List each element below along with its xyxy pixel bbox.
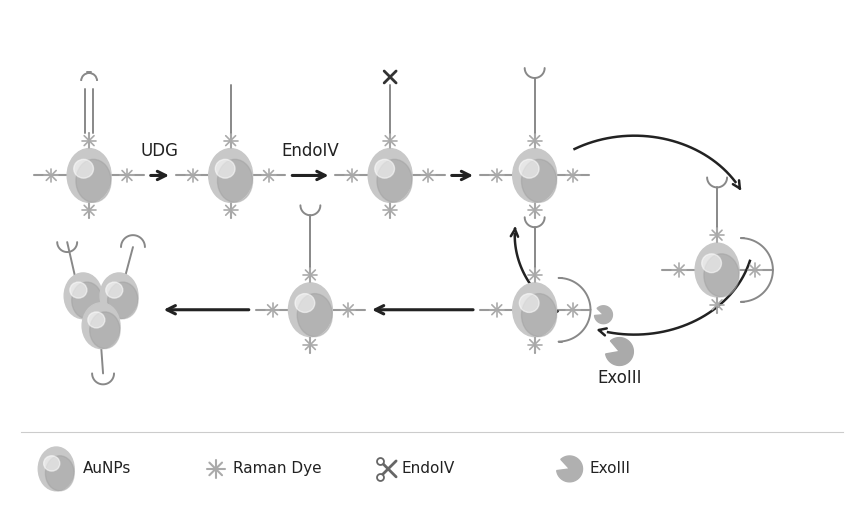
Ellipse shape xyxy=(73,160,93,178)
Text: UDG: UDG xyxy=(141,142,179,160)
Ellipse shape xyxy=(82,303,120,349)
Ellipse shape xyxy=(38,447,74,491)
Ellipse shape xyxy=(704,254,739,297)
Ellipse shape xyxy=(295,293,314,312)
Text: ExoIII: ExoIII xyxy=(597,370,642,387)
Ellipse shape xyxy=(702,254,721,272)
Ellipse shape xyxy=(44,456,60,471)
Text: EndoIV: EndoIV xyxy=(401,461,454,476)
Ellipse shape xyxy=(297,293,333,337)
Ellipse shape xyxy=(67,149,111,202)
Ellipse shape xyxy=(90,312,120,349)
Ellipse shape xyxy=(88,312,105,328)
Ellipse shape xyxy=(72,282,102,319)
Ellipse shape xyxy=(519,160,539,178)
Ellipse shape xyxy=(375,160,395,178)
Text: EndoIV: EndoIV xyxy=(282,142,340,160)
Ellipse shape xyxy=(512,149,556,202)
Ellipse shape xyxy=(696,243,739,297)
Ellipse shape xyxy=(218,160,252,202)
Text: ExoIII: ExoIII xyxy=(589,461,631,476)
Polygon shape xyxy=(606,338,633,365)
Ellipse shape xyxy=(377,160,412,202)
Polygon shape xyxy=(556,456,582,482)
Ellipse shape xyxy=(100,273,138,319)
Ellipse shape xyxy=(70,282,87,298)
Ellipse shape xyxy=(209,149,252,202)
Polygon shape xyxy=(594,306,613,324)
Ellipse shape xyxy=(76,160,111,202)
Text: Raman Dye: Raman Dye xyxy=(232,461,321,476)
Ellipse shape xyxy=(522,160,556,202)
Text: AuNPs: AuNPs xyxy=(83,461,131,476)
Ellipse shape xyxy=(522,293,556,337)
Ellipse shape xyxy=(512,283,556,337)
Ellipse shape xyxy=(289,283,333,337)
Ellipse shape xyxy=(64,273,102,319)
Ellipse shape xyxy=(105,282,123,298)
Ellipse shape xyxy=(519,293,539,312)
Ellipse shape xyxy=(215,160,235,178)
Ellipse shape xyxy=(368,149,412,202)
Ellipse shape xyxy=(108,282,138,319)
Ellipse shape xyxy=(46,456,74,491)
